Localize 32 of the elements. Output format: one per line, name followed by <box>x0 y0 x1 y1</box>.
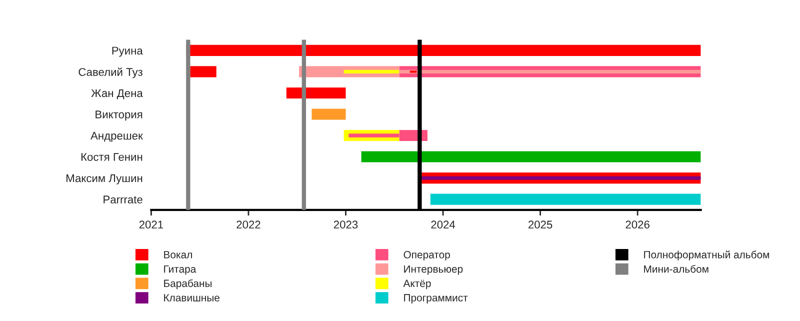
legend-label: Программист <box>404 294 468 304</box>
x-tick-label: 2024 <box>431 220 456 229</box>
bar <box>312 108 346 120</box>
y-tick-label: Максим Лушин <box>66 174 142 184</box>
legend-label: Гитара <box>164 265 196 275</box>
y-tick-label: Костя Генин <box>81 153 142 161</box>
y-tick-label: Савелий Туз <box>78 68 142 78</box>
legend-label: Оператор <box>404 251 450 260</box>
y-tick-label: Parrrate <box>104 196 142 204</box>
legend-label: Актёр <box>403 280 431 290</box>
x-tick-label: 2025 <box>528 220 552 229</box>
bar <box>190 66 216 78</box>
x-tick-label: 2021 <box>139 220 164 229</box>
y-tick-label: Жан Дена <box>91 89 143 100</box>
y-tick-label: Андрешек <box>90 132 143 142</box>
y-tick-label: Руина <box>112 46 143 57</box>
bar <box>430 194 701 205</box>
bar <box>361 151 701 162</box>
bar <box>286 87 346 98</box>
x-tick-label: 2022 <box>236 220 260 229</box>
y-tick-label: Виктория <box>96 110 142 121</box>
bar <box>410 70 417 73</box>
bar <box>399 70 701 74</box>
legend-label: Барабаны <box>164 279 212 290</box>
legend-label: Мини-альбом <box>644 264 708 273</box>
legend-label: Интервьюер <box>404 265 463 275</box>
legend-label: Вокал <box>164 251 192 258</box>
legend-label: Полноформатный альбом <box>644 250 770 260</box>
x-tick-label: 2026 <box>626 220 650 229</box>
bar <box>422 176 701 180</box>
legend-label: Клавишные <box>164 294 220 302</box>
x-tick-label: 2023 <box>334 220 358 229</box>
